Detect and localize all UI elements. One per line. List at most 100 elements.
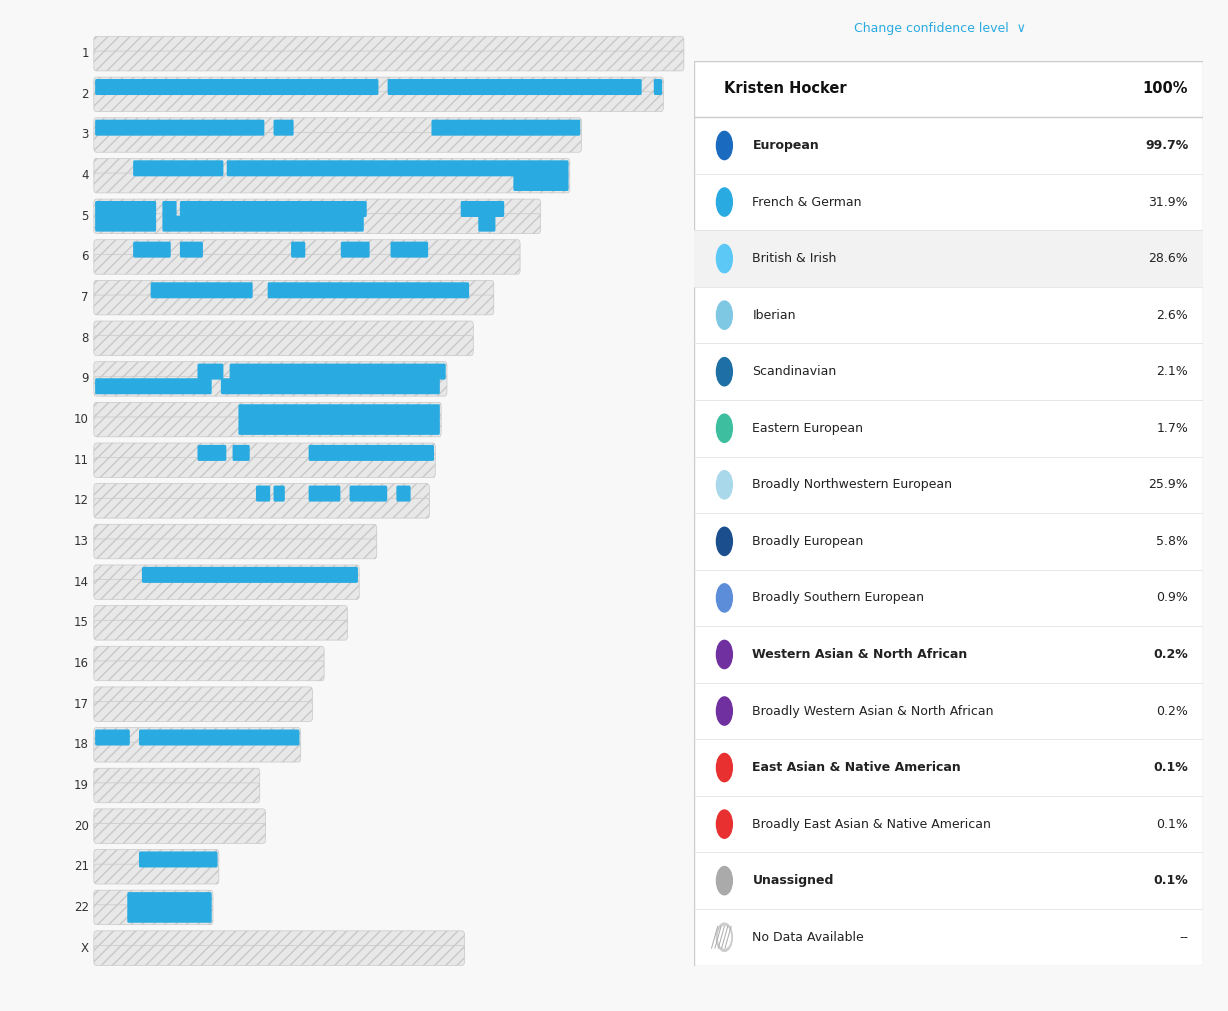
Text: 13: 13 bbox=[74, 535, 88, 548]
FancyBboxPatch shape bbox=[93, 783, 260, 803]
Circle shape bbox=[716, 583, 732, 612]
Circle shape bbox=[716, 810, 732, 838]
Text: 12: 12 bbox=[74, 494, 88, 508]
Text: Broadly East Asian & Native American: Broadly East Asian & Native American bbox=[753, 818, 991, 831]
Text: 4: 4 bbox=[81, 169, 88, 182]
FancyBboxPatch shape bbox=[653, 79, 662, 95]
FancyBboxPatch shape bbox=[93, 321, 473, 341]
FancyBboxPatch shape bbox=[93, 702, 312, 722]
FancyBboxPatch shape bbox=[142, 567, 357, 583]
FancyBboxPatch shape bbox=[93, 579, 360, 600]
FancyBboxPatch shape bbox=[181, 201, 367, 217]
Text: East Asian & Native American: East Asian & Native American bbox=[753, 761, 962, 774]
FancyBboxPatch shape bbox=[93, 159, 570, 178]
Text: 6: 6 bbox=[81, 251, 88, 264]
FancyBboxPatch shape bbox=[93, 824, 265, 843]
Circle shape bbox=[718, 926, 731, 948]
FancyBboxPatch shape bbox=[93, 213, 540, 234]
Text: 99.7%: 99.7% bbox=[1144, 139, 1189, 152]
Text: 5.8%: 5.8% bbox=[1156, 535, 1189, 548]
Text: Eastern European: Eastern European bbox=[753, 422, 863, 435]
FancyBboxPatch shape bbox=[93, 36, 684, 57]
FancyBboxPatch shape bbox=[198, 445, 226, 461]
FancyBboxPatch shape bbox=[95, 215, 156, 232]
FancyBboxPatch shape bbox=[93, 768, 260, 788]
FancyBboxPatch shape bbox=[93, 728, 301, 747]
FancyBboxPatch shape bbox=[93, 255, 521, 274]
Text: 18: 18 bbox=[74, 738, 88, 751]
FancyBboxPatch shape bbox=[93, 891, 212, 910]
Text: No Data Available: No Data Available bbox=[753, 931, 865, 943]
Text: 2.6%: 2.6% bbox=[1157, 308, 1189, 321]
Circle shape bbox=[716, 697, 732, 725]
FancyBboxPatch shape bbox=[230, 364, 446, 379]
Circle shape bbox=[716, 923, 732, 951]
Text: 22: 22 bbox=[74, 901, 88, 914]
FancyBboxPatch shape bbox=[93, 77, 663, 97]
FancyBboxPatch shape bbox=[268, 282, 469, 298]
FancyBboxPatch shape bbox=[139, 851, 217, 867]
Text: 0.1%: 0.1% bbox=[1153, 875, 1189, 888]
FancyBboxPatch shape bbox=[227, 161, 569, 176]
Text: 9: 9 bbox=[81, 372, 88, 385]
Text: 16: 16 bbox=[74, 657, 88, 670]
Text: X: X bbox=[81, 941, 88, 954]
FancyBboxPatch shape bbox=[93, 132, 582, 153]
Circle shape bbox=[716, 301, 732, 330]
FancyBboxPatch shape bbox=[95, 378, 211, 394]
FancyBboxPatch shape bbox=[128, 892, 211, 908]
Text: French & German: French & German bbox=[753, 195, 862, 208]
Text: 11: 11 bbox=[74, 454, 88, 467]
FancyBboxPatch shape bbox=[460, 201, 505, 217]
FancyBboxPatch shape bbox=[133, 161, 223, 176]
FancyBboxPatch shape bbox=[93, 362, 447, 381]
Text: 25.9%: 25.9% bbox=[1148, 478, 1189, 491]
Text: Broadly Western Asian & North African: Broadly Western Asian & North African bbox=[753, 705, 993, 718]
Text: Kristen Hocker: Kristen Hocker bbox=[725, 82, 847, 96]
Circle shape bbox=[716, 640, 732, 668]
FancyBboxPatch shape bbox=[133, 242, 171, 258]
Text: Iberian: Iberian bbox=[753, 308, 796, 321]
Circle shape bbox=[716, 188, 732, 216]
FancyBboxPatch shape bbox=[139, 730, 300, 745]
FancyBboxPatch shape bbox=[93, 661, 324, 680]
FancyBboxPatch shape bbox=[198, 364, 223, 379]
Text: 19: 19 bbox=[74, 778, 88, 792]
FancyBboxPatch shape bbox=[93, 92, 663, 111]
Text: 0.9%: 0.9% bbox=[1157, 591, 1189, 605]
Text: 5: 5 bbox=[81, 210, 88, 222]
FancyBboxPatch shape bbox=[93, 539, 377, 559]
Text: 21: 21 bbox=[74, 860, 88, 874]
FancyBboxPatch shape bbox=[308, 485, 340, 501]
FancyBboxPatch shape bbox=[93, 336, 473, 356]
FancyBboxPatch shape bbox=[431, 119, 581, 135]
FancyBboxPatch shape bbox=[181, 242, 203, 258]
Circle shape bbox=[716, 866, 732, 895]
FancyBboxPatch shape bbox=[391, 242, 429, 258]
Text: Scandinavian: Scandinavian bbox=[753, 365, 836, 378]
Text: Broadly Southern European: Broadly Southern European bbox=[753, 591, 925, 605]
FancyBboxPatch shape bbox=[350, 485, 387, 501]
FancyBboxPatch shape bbox=[93, 458, 435, 477]
Text: --: -- bbox=[1179, 931, 1189, 943]
FancyBboxPatch shape bbox=[397, 485, 410, 501]
FancyBboxPatch shape bbox=[93, 931, 464, 950]
FancyBboxPatch shape bbox=[93, 443, 435, 463]
FancyBboxPatch shape bbox=[274, 119, 293, 135]
FancyBboxPatch shape bbox=[513, 175, 569, 191]
Text: 100%: 100% bbox=[1142, 82, 1189, 96]
Circle shape bbox=[716, 358, 732, 386]
FancyBboxPatch shape bbox=[93, 864, 219, 884]
FancyBboxPatch shape bbox=[232, 445, 249, 461]
Text: 8: 8 bbox=[81, 332, 88, 345]
FancyBboxPatch shape bbox=[341, 242, 370, 258]
FancyBboxPatch shape bbox=[274, 485, 285, 501]
Text: 15: 15 bbox=[74, 617, 88, 630]
FancyBboxPatch shape bbox=[238, 404, 440, 421]
FancyBboxPatch shape bbox=[93, 417, 441, 437]
FancyBboxPatch shape bbox=[93, 52, 684, 71]
FancyBboxPatch shape bbox=[478, 215, 495, 232]
Text: Unassigned: Unassigned bbox=[753, 875, 834, 888]
FancyBboxPatch shape bbox=[93, 646, 324, 666]
Text: 3: 3 bbox=[81, 128, 88, 142]
